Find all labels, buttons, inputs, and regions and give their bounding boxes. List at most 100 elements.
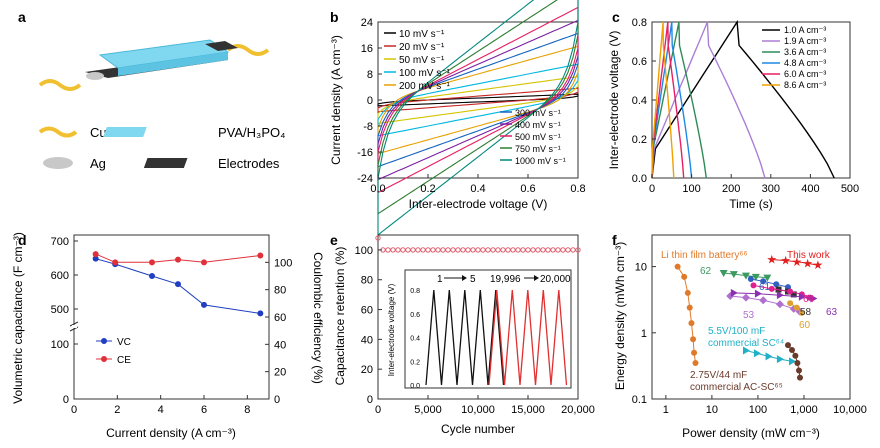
- chart-e-ylabel: Capacitance retention (%): [333, 247, 347, 386]
- f-point-6-2: [759, 296, 768, 305]
- chart-f-label-sc2: commercial SC⁶⁴: [708, 338, 784, 349]
- e-point-34: [545, 247, 551, 253]
- f-point-1-3: ★: [802, 256, 813, 270]
- f-point-0-6: [691, 349, 698, 356]
- f-ytick-label-2: 10: [635, 262, 647, 274]
- b-xtick-label-1: 0.2: [420, 183, 435, 195]
- chart-c-ylabel: Inter-electrode voltage (V): [607, 31, 621, 170]
- b-ytick-label-3: 0: [367, 95, 373, 107]
- chart-c: 0 100 200 300 400 500 0.0 0.2 0.4 0.6 0.8 1.0 A cm…: [607, 17, 859, 211]
- chart-f-label-63: 63: [826, 307, 838, 318]
- b-legend-label-3: 100 mV s⁻¹: [399, 68, 451, 79]
- f-ytick-label-0: 0.1: [632, 394, 647, 406]
- legend-ag-icon: [43, 157, 73, 169]
- chart-f-xlabel: Power density (mW cm⁻³): [682, 426, 820, 440]
- chart-b-ylabel: Current density (A cm⁻³): [329, 35, 343, 165]
- d-ytick-left-label-3: 600: [51, 270, 69, 282]
- gcd-curve-1: [651, 21, 766, 179]
- f-point-1-2: ★: [791, 255, 802, 269]
- e-point-14: [445, 247, 451, 253]
- e-point-29: [520, 247, 526, 253]
- f-point-5-1: [768, 285, 775, 292]
- b-legend-label-5: 300 mV s⁻¹: [515, 108, 561, 118]
- e-point-20: [475, 247, 481, 253]
- f-point-9-3: [776, 355, 784, 364]
- legend-pva-icon: [103, 127, 147, 137]
- f-point-5-2: [787, 288, 794, 295]
- cu-foil-wire-left: [38, 79, 82, 91]
- d-ytick-right-label-3: 60: [274, 312, 286, 324]
- chart-f-ylabel: Energy density (mWh cm⁻³): [613, 242, 627, 390]
- e-ytick-label-0: 0: [367, 394, 373, 406]
- chart-e: 0 5,000 10,000 15,000 20,000 0 20 40 60 80 100 Cyc…: [333, 234, 595, 436]
- chart-e-inset-label-left: 1: [437, 274, 443, 285]
- e-point-8: [415, 247, 421, 253]
- f-point-6-1: [741, 293, 750, 302]
- f-line-3: [750, 278, 789, 288]
- chart-f-plot: ★ ★ ★ ★ ★: [674, 252, 823, 381]
- e-point-6: [405, 247, 411, 253]
- b-xtick-label-4: 0.8: [570, 183, 585, 195]
- chart-b-xlabel: Inter-electrode voltage (V): [409, 197, 548, 211]
- e-point-13: [440, 247, 446, 253]
- f-point-10-2: [792, 352, 799, 359]
- panel-a-group: a Cu foil PVA/H₃PO₄ Ag Electrodes d b c …: [18, 9, 620, 248]
- e-xtick-label-4: 20,000: [561, 404, 595, 416]
- b-legend-label-2: 50 mV s⁻¹: [399, 55, 445, 66]
- f-point-7-0: [787, 300, 794, 307]
- d-ytick-right-label-4: 80: [274, 285, 286, 297]
- cv-curve-7: [377, 6, 579, 194]
- chart-f-label-sc1: 5.5V/100 mF: [708, 326, 765, 337]
- chart-b-ticks: 0.0 0.2 0.4 0.6 0.8 -24 -16 -8 0 8 16 24: [357, 17, 586, 195]
- b-legend-label-4: 200 mV s⁻¹: [399, 81, 451, 92]
- legend-pva: PVA/H₃PO₄: [218, 125, 285, 140]
- chart-f-label-61: 61: [759, 282, 771, 293]
- e-inset-ytick-1: 0.2: [410, 359, 420, 366]
- chart-c-curves: [651, 19, 835, 179]
- cv-curve-2: [377, 75, 579, 125]
- d-point-VC-0: [92, 255, 99, 262]
- f-point-0-2: [684, 289, 691, 296]
- c-ytick-label-4: 0.8: [632, 17, 647, 29]
- b-legend-label-9: 1000 mV s⁻¹: [515, 156, 566, 166]
- e-point-15: [450, 247, 456, 253]
- f-point-10-0: [785, 342, 791, 349]
- f-point-2-4: [763, 274, 772, 282]
- e-point-36: [555, 247, 561, 253]
- d-point-CE-2: [149, 259, 155, 266]
- c-legend-label-2: 3.6 A cm⁻³: [784, 47, 826, 57]
- f-point-0-0: [674, 263, 681, 270]
- d-point-VC-4: [201, 301, 207, 308]
- d-xtick-label-2: 4: [158, 404, 164, 416]
- e-point-27: [510, 247, 516, 253]
- e-point-30: [525, 247, 531, 253]
- panel-label-f: f: [612, 232, 617, 248]
- legend-cu-foil-icon: [38, 126, 78, 138]
- b-legend-label-6: 400 mV s⁻¹: [515, 120, 561, 130]
- f-point-2-3: [751, 273, 760, 281]
- chart-b: 0.0 0.2 0.4 0.6 0.8 -24 -16 -8 0 8 16 24 10 mV s⁻¹ 2…: [329, 0, 586, 237]
- e-inset-cycles-last: [488, 289, 568, 386]
- gcd-curve-3: [651, 21, 693, 179]
- f-point-7-2: [798, 309, 805, 316]
- e-point-26: [505, 247, 511, 253]
- f-point-10-4: [795, 367, 802, 374]
- chart-e-inset: 0.0 0.2 0.4 0.6 0.8: [410, 288, 568, 390]
- f-xtick-label-4: 10,000: [833, 404, 867, 416]
- f-point-9-4: [789, 357, 797, 366]
- c-xtick-label-1: 100: [682, 183, 700, 195]
- b-xtick-label-3: 0.6: [520, 183, 535, 195]
- chart-e-inset-arrowhead-right: [534, 275, 539, 281]
- e-point-19: [470, 247, 476, 253]
- cv-curve-9: [377, 0, 579, 237]
- c-ytick-label-3: 0.6: [632, 56, 647, 68]
- e-point-9: [420, 247, 426, 253]
- e-point-33: [540, 247, 546, 253]
- e-inset-cycles-first: [425, 289, 505, 386]
- e-inset-ytick-0: 0.0: [410, 383, 420, 390]
- e-ytick-label-5: 100: [355, 245, 373, 257]
- d-point-CE-5: [257, 252, 264, 259]
